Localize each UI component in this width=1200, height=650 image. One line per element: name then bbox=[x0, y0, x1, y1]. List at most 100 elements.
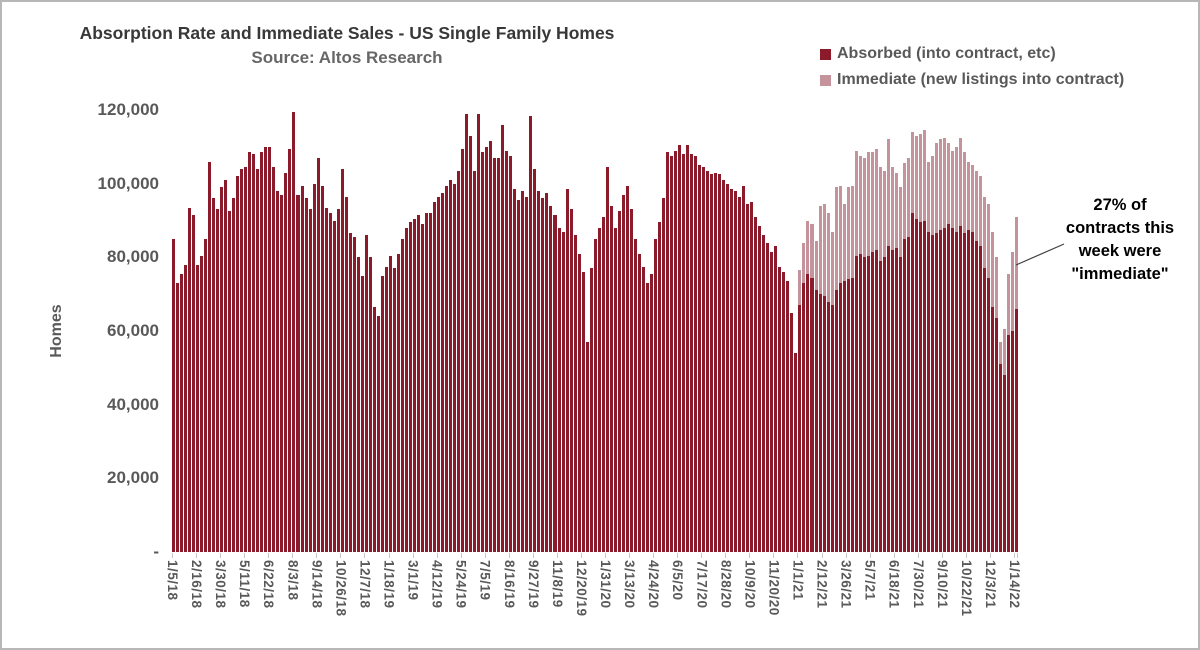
bar-absorbed-segment bbox=[184, 264, 188, 552]
bar-immediate-segment bbox=[902, 163, 906, 239]
legend: Absorbed (into contract, etc) Immediate … bbox=[820, 45, 1124, 97]
bar bbox=[288, 110, 292, 552]
x-tick-label: 3/13/20 bbox=[622, 560, 638, 609]
bar bbox=[661, 110, 665, 552]
bar-immediate-segment bbox=[878, 167, 882, 262]
bar bbox=[782, 110, 786, 552]
bar-absorbed-segment bbox=[420, 224, 424, 552]
axis-tick-mark bbox=[484, 553, 486, 558]
bar-absorbed-segment bbox=[834, 290, 838, 552]
axis-tick-mark bbox=[508, 553, 510, 558]
bar bbox=[718, 110, 722, 552]
bar-absorbed-segment bbox=[718, 174, 722, 552]
bar-absorbed-segment bbox=[1007, 334, 1011, 552]
x-tick-label: 1/14/22 bbox=[1006, 560, 1022, 609]
bar bbox=[846, 110, 850, 552]
bar bbox=[320, 110, 324, 552]
bar bbox=[192, 110, 196, 552]
bar bbox=[232, 110, 236, 552]
bar bbox=[284, 110, 288, 552]
bar-absorbed-segment bbox=[818, 294, 822, 552]
bar-absorbed-segment bbox=[922, 220, 926, 552]
bar-absorbed-segment bbox=[686, 145, 690, 552]
bar-immediate-segment bbox=[934, 143, 938, 234]
bar-immediate-segment bbox=[963, 152, 967, 234]
bar bbox=[400, 110, 404, 552]
axis-tick-mark bbox=[965, 553, 967, 558]
bar-immediate-segment bbox=[975, 170, 979, 241]
bar-absorbed-segment bbox=[770, 251, 774, 552]
bar-absorbed-segment bbox=[814, 290, 818, 552]
bar bbox=[786, 110, 790, 552]
bar-immediate-segment bbox=[894, 172, 898, 249]
title-block: Absorption Rate and Immediate Sales - US… bbox=[32, 20, 662, 70]
x-tick-label: 1/31/20 bbox=[598, 560, 614, 609]
bar-absorbed-segment bbox=[955, 231, 959, 552]
bar-absorbed-segment bbox=[778, 266, 782, 552]
bar-absorbed-segment bbox=[244, 167, 248, 552]
bar-absorbed-segment bbox=[802, 283, 806, 552]
axis-tick-mark bbox=[869, 553, 871, 558]
bar-immediate-segment bbox=[890, 167, 894, 250]
bar-immediate-segment bbox=[1007, 273, 1011, 335]
bar bbox=[489, 110, 493, 552]
bar bbox=[236, 110, 240, 552]
bar-absorbed-segment bbox=[392, 268, 396, 552]
bar bbox=[734, 110, 738, 552]
bar bbox=[509, 110, 513, 552]
bar-immediate-segment bbox=[898, 187, 902, 258]
bar bbox=[975, 110, 979, 552]
bar-absorbed-segment bbox=[493, 157, 497, 552]
bar bbox=[184, 110, 188, 552]
bar-absorbed-segment bbox=[465, 113, 469, 552]
bar-absorbed-segment bbox=[509, 156, 513, 552]
bar bbox=[577, 110, 581, 552]
bar-absorbed-segment bbox=[621, 194, 625, 552]
bar-absorbed-segment bbox=[722, 179, 726, 552]
bar-absorbed-segment bbox=[549, 205, 553, 552]
bar-immediate-segment bbox=[818, 205, 822, 295]
bar-absorbed-segment bbox=[412, 218, 416, 552]
x-tick-label: 9/27/19 bbox=[525, 560, 541, 609]
bar bbox=[938, 110, 942, 552]
bar-absorbed-segment bbox=[441, 192, 445, 552]
bar-absorbed-segment bbox=[380, 275, 384, 552]
legend-label-immediate: Immediate (new listings into contract) bbox=[837, 71, 1125, 88]
bar bbox=[722, 110, 726, 552]
bar bbox=[300, 110, 304, 552]
y-tick-label: 100,000 bbox=[97, 173, 159, 193]
x-tick-label: 11/20/20 bbox=[766, 560, 782, 616]
bar bbox=[368, 110, 372, 552]
bar-absorbed-segment bbox=[324, 207, 328, 552]
bar bbox=[356, 110, 360, 552]
bar-absorbed-segment bbox=[886, 246, 890, 552]
bar-absorbed-segment bbox=[481, 152, 485, 552]
axis-tick-mark bbox=[749, 553, 751, 558]
bar bbox=[690, 110, 694, 552]
bar-absorbed-segment bbox=[898, 257, 902, 552]
bar-absorbed-segment bbox=[256, 168, 260, 552]
bar-absorbed-segment bbox=[356, 257, 360, 552]
bar-immediate-segment bbox=[922, 130, 926, 221]
x-tick-label: 5/24/19 bbox=[453, 560, 469, 609]
bar-absorbed-segment bbox=[232, 198, 236, 552]
bar-absorbed-segment bbox=[204, 238, 208, 552]
bar-immediate-segment bbox=[862, 157, 866, 258]
bar-absorbed-segment bbox=[320, 185, 324, 552]
bar bbox=[730, 110, 734, 552]
axis-tick-mark bbox=[1017, 553, 1018, 558]
bar bbox=[818, 110, 822, 552]
bar-absorbed-segment bbox=[979, 246, 983, 552]
bar bbox=[914, 110, 918, 552]
bar bbox=[268, 110, 272, 552]
bar bbox=[513, 110, 517, 552]
bar bbox=[585, 110, 589, 552]
bar bbox=[521, 110, 525, 552]
bar bbox=[810, 110, 814, 552]
bar-absorbed-segment bbox=[902, 238, 906, 552]
bar-absorbed-segment bbox=[220, 187, 224, 552]
bar bbox=[971, 110, 975, 552]
bar-immediate-segment bbox=[951, 150, 955, 228]
bar-absorbed-segment bbox=[332, 220, 336, 552]
bar bbox=[906, 110, 910, 552]
